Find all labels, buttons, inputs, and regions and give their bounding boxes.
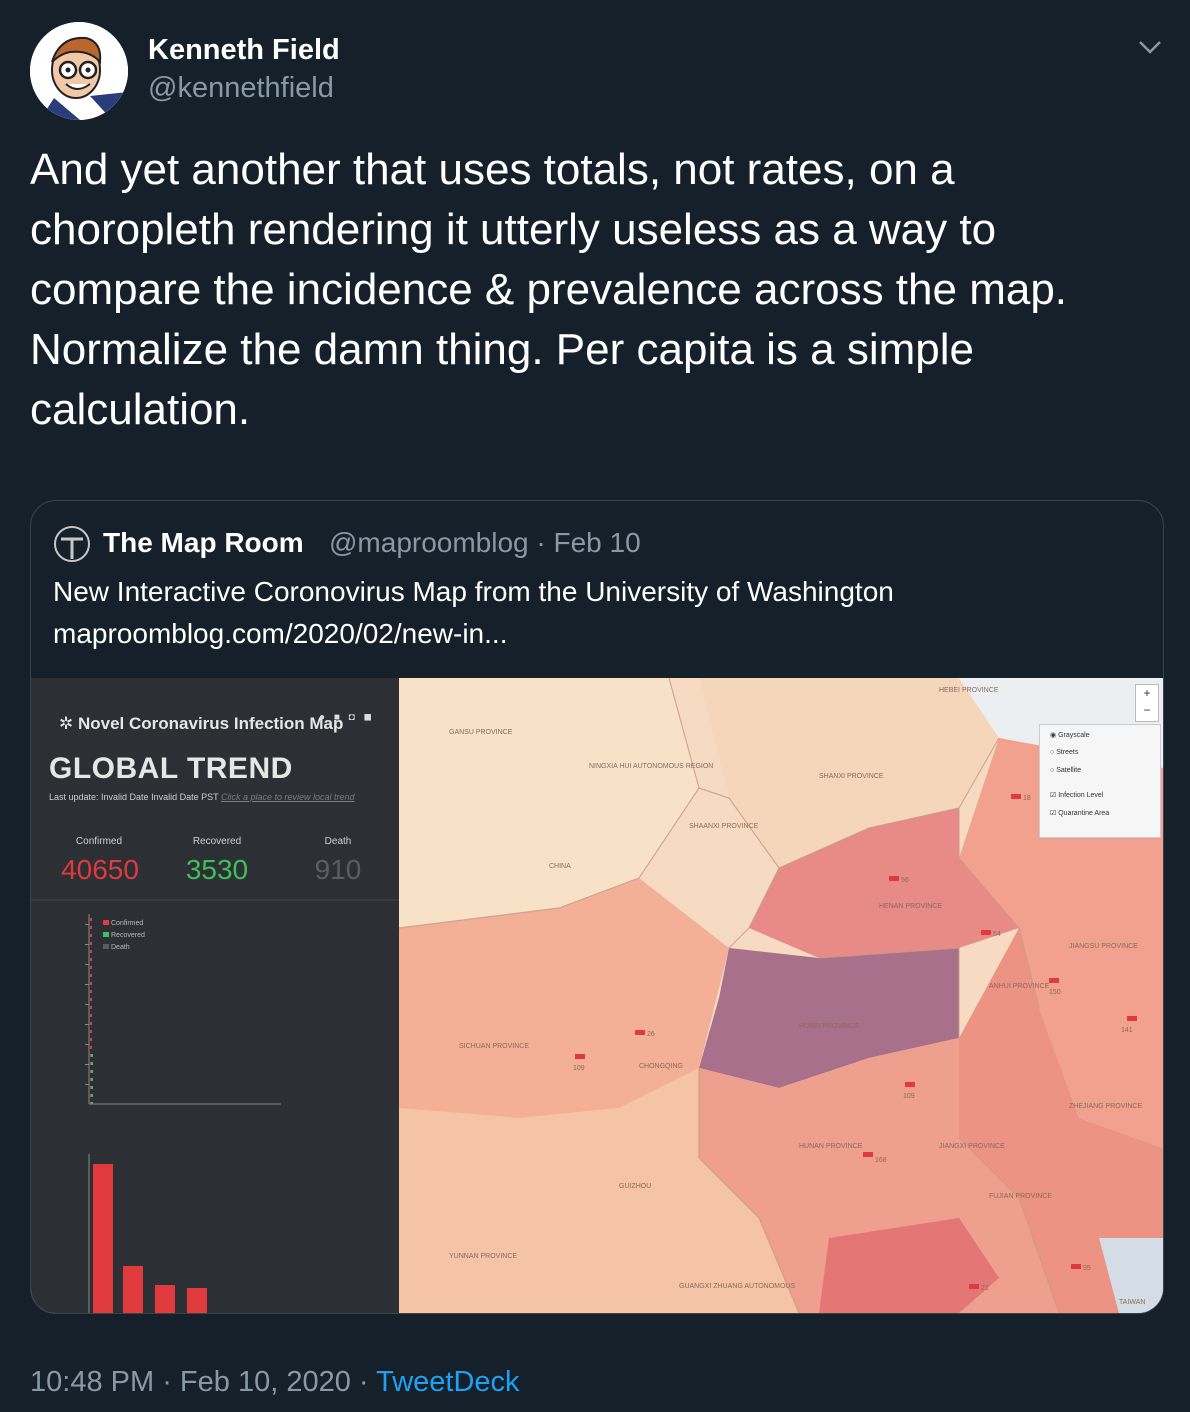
global-trend-heading: GLOBAL TREND [49,752,293,785]
svg-text:HUNAN PROVINCE: HUNAN PROVINCE [799,1143,863,1150]
svg-text:ANHUI PROVINCE: ANHUI PROVINCE [989,983,1050,990]
legend-death-swatch [103,944,109,949]
layer-checkbox[interactable]: ☑ Quarantine Area [1050,810,1110,817]
svg-text:JIANGSU PROVINCE: JIANGSU PROVINCE [1069,943,1138,950]
bar-confirmed [93,1164,113,1313]
province-labels: HEBEI PROVINCE GANSU PROVINCE NINGXIA HU… [449,687,1145,1306]
svg-text:GANSU PROVINCE: GANSU PROVINCE [449,729,513,736]
svg-text:141: 141 [1121,1027,1133,1034]
svg-text:CHINA: CHINA [549,863,571,870]
layer-option[interactable]: ○ Satellite [1050,767,1082,774]
tweet-line: Normalize the damn thing. Per capita is … [30,325,974,374]
quote-author-handle-date[interactable]: @maproomblog · Feb 10 [329,527,641,558]
svg-text:168: 168 [875,1157,887,1164]
choropleth-map[interactable]: HEBEI PROVINCE GANSU PROVINCE NINGXIA HU… [399,678,1163,1313]
quote-text: New Interactive Coronovirus Map from the… [53,571,1143,655]
tweet-text: And yet another that uses totals, not ra… [30,140,1150,440]
panel-title: ✲ Novel Coronavirus Infection Map [59,714,344,733]
quote-link[interactable]: maproomblog.com/2020/02/new-in... [53,618,508,649]
svg-text:YUNNAN PROVINCE: YUNNAN PROVINCE [449,1253,517,1260]
svg-text:18: 18 [1023,795,1031,802]
svg-text:JIANGXI PROVINCE: JIANGXI PROVINCE [939,1143,1005,1150]
quoted-tweet-card[interactable]: The Map Room @maproomblog · Feb 10 New I… [30,500,1164,1314]
tweet-source-link[interactable]: TweetDeck [376,1366,520,1398]
svg-text:109: 109 [903,1093,915,1100]
confirmed-label: Confirmed [75,836,123,847]
svg-text:CHONGQING: CHONGQING [639,1063,683,1070]
svg-text:HENAN PROVINCE: HENAN PROVINCE [879,903,942,910]
svg-text:SICHUAN PROVINCE: SICHUAN PROVINCE [459,1043,529,1050]
svg-text:ZHEJIANG PROVINCE: ZHEJIANG PROVINCE [1069,1103,1142,1110]
avatar-illustration [30,22,128,120]
line-chart-y-ticks [85,924,89,1085]
case-marker-labels: 18 56 54 150 141 26 109 109 168 95 21 [573,795,1133,1292]
zoom-in-button[interactable]: + [1143,686,1151,700]
author-name[interactable]: Kenneth Field [148,34,340,66]
map-layer-control[interactable]: ◉ Grayscale ○ Streets ○ Satellite ☑ Infe… [1039,724,1161,838]
tweet-line: choropleth rendering it utterly useless … [30,205,997,254]
panel-share-icons: ● ■ ◘ ◼ [319,712,375,723]
quote-media-image[interactable]: ✲ Novel Coronavirus Infection Map ● ■ ◘ … [31,678,1163,1313]
bar-3 [155,1285,175,1313]
recovered-value: 3530 [185,854,249,885]
svg-text:21: 21 [981,1285,989,1292]
quote-author-name[interactable]: The Map Room [103,527,304,558]
map-info-panel: ✲ Novel Coronavirus Infection Map ● ■ ◘ … [31,678,399,1313]
svg-text:26: 26 [647,1031,655,1038]
confirmed-value: 40650 [61,854,139,885]
recovered-label: Recovered [192,836,242,847]
tweet-time[interactable]: 10:48 PM [30,1366,155,1398]
legend-recovered-swatch [103,932,109,937]
author-handle[interactable]: @kennethfield [148,72,334,104]
tweet-date[interactable]: Feb 10, 2020 [179,1366,351,1398]
svg-text:HUBEI PROVINCE: HUBEI PROVINCE [799,1023,859,1030]
quote-author-avatar[interactable] [53,525,91,563]
layer-option[interactable]: ○ Streets [1050,749,1079,756]
svg-text:GUANGXI ZHUANG AUTONOMOUS: GUANGXI ZHUANG AUTONOMOUS [679,1283,795,1290]
bar-2 [123,1266,143,1313]
tweet-line: And yet another that uses totals, not ra… [30,145,955,194]
tweet-line: compare the incidence & prevalence acros… [30,265,1068,314]
svg-text:SHANXI PROVINCE: SHANXI PROVINCE [819,773,884,780]
svg-text:95: 95 [1083,1265,1091,1272]
tweet-line: calculation. [30,385,251,434]
line-chart-legend: Confirmed Recovered Death [111,920,145,951]
death-label: Death [324,836,352,847]
bar-4 [187,1288,207,1313]
chevron-down-icon[interactable] [1130,30,1170,64]
last-update-text: Last update: Invalid Date Invalid Date P… [49,792,355,802]
author-avatar[interactable] [30,22,128,120]
legend-confirmed-swatch [103,920,109,925]
layer-checkbox[interactable]: ☑ Infection Level [1050,792,1104,799]
layer-option[interactable]: ◉ Grayscale [1050,732,1090,739]
svg-text:56: 56 [901,877,909,884]
svg-text:NINGXIA HUI AUTONOMOUS REGION: NINGXIA HUI AUTONOMOUS REGION [589,763,713,770]
svg-text:109: 109 [573,1065,585,1072]
svg-text:GUIZHOU: GUIZHOU [619,1183,651,1190]
tweet-meta: 10:48 PM · Feb 10, 2020 · TweetDeck [30,1366,520,1398]
svg-text:FUJIAN PROVINCE: FUJIAN PROVINCE [989,1193,1052,1200]
death-value: 910 [314,854,362,885]
svg-text:HEBEI PROVINCE: HEBEI PROVINCE [939,687,999,694]
svg-text:SHAANXI PROVINCE: SHAANXI PROVINCE [689,823,759,830]
map-zoom-controls[interactable]: + − [1135,684,1159,722]
case-markers [575,794,1137,1289]
svg-text:150: 150 [1049,989,1061,996]
trend-charts [31,899,399,1313]
svg-text:TAIWAN: TAIWAN [1119,1299,1145,1306]
zoom-out-button[interactable]: − [1143,703,1151,717]
svg-text:54: 54 [993,931,1001,938]
quote-text-line: New Interactive Coronovirus Map from the… [53,576,894,607]
